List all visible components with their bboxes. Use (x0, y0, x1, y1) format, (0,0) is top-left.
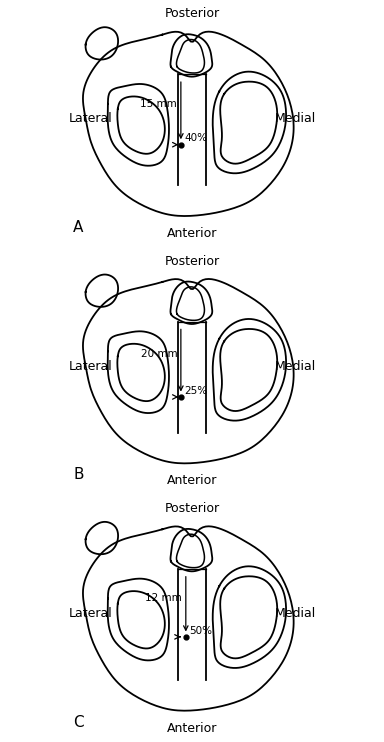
Text: Anterior: Anterior (167, 474, 217, 487)
Text: Lateral: Lateral (68, 360, 112, 372)
Text: C: C (73, 715, 84, 729)
Text: Posterior: Posterior (164, 502, 220, 515)
Text: 40%: 40% (185, 134, 208, 143)
Text: B: B (73, 467, 84, 482)
Text: 12 mm: 12 mm (146, 593, 182, 603)
Text: Anterior: Anterior (167, 721, 217, 735)
Text: Lateral: Lateral (68, 112, 112, 125)
Text: Medial: Medial (275, 607, 316, 620)
Text: 50%: 50% (190, 626, 212, 636)
Text: 20 mm: 20 mm (141, 349, 177, 359)
Text: 25%: 25% (185, 386, 208, 395)
Text: Medial: Medial (275, 112, 316, 125)
Text: 15 mm: 15 mm (141, 99, 177, 110)
Text: Medial: Medial (275, 360, 316, 372)
Text: A: A (73, 220, 84, 235)
Text: Posterior: Posterior (164, 255, 220, 268)
Text: Anterior: Anterior (167, 227, 217, 240)
Text: Lateral: Lateral (68, 607, 112, 620)
Text: Posterior: Posterior (164, 7, 220, 21)
